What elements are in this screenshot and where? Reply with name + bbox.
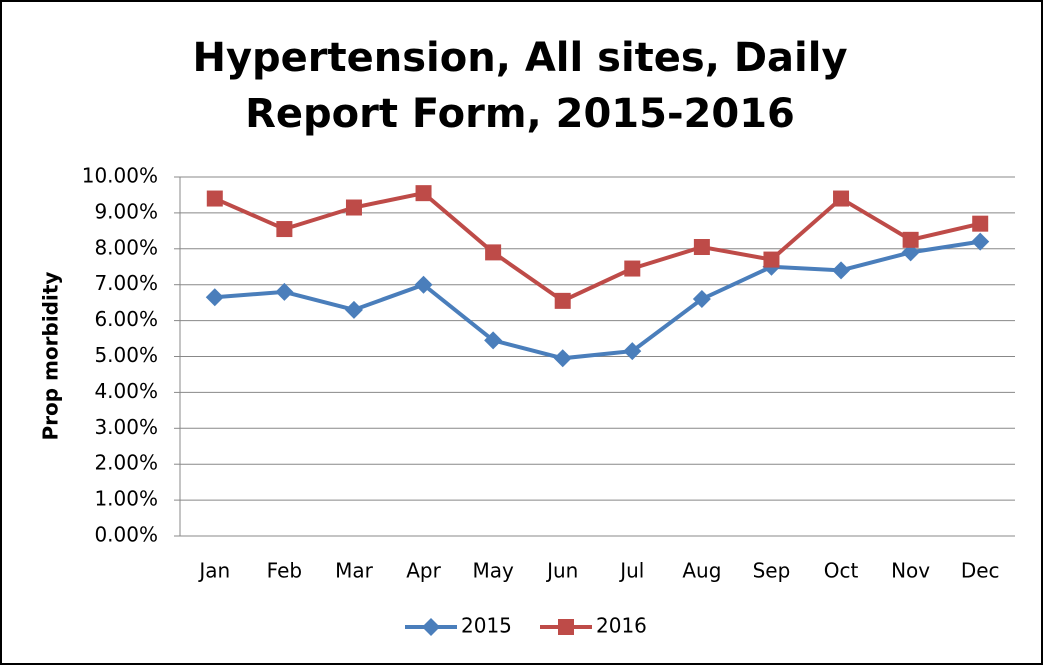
x-tick-label: Jul [618, 559, 644, 583]
legend-label: 2015 [461, 614, 512, 638]
data-point [624, 260, 641, 277]
data-point [205, 288, 224, 307]
y-tick-label: 1.00% [94, 487, 158, 511]
y-tick-label: 8.00% [94, 235, 158, 259]
data-point [554, 292, 571, 309]
series-line [214, 239, 981, 361]
x-tick-label: Apr [406, 559, 441, 583]
x-tick-label: Feb [267, 559, 302, 583]
y-axis-label: Prop morbidity [39, 272, 63, 441]
data-point [553, 349, 572, 368]
y-tick-label: 5.00% [94, 343, 158, 367]
legend-marker [422, 618, 440, 636]
data-point [832, 261, 851, 280]
x-tick-label: Jun [545, 559, 578, 583]
data-point [692, 290, 711, 309]
data-point [276, 221, 293, 238]
y-tick-label: 4.00% [94, 379, 158, 403]
data-point [833, 190, 850, 207]
series-line [213, 190, 981, 304]
y-tick-label: 7.00% [94, 271, 158, 295]
x-tick-label: Nov [891, 559, 930, 583]
x-tick-label: Dec [961, 559, 1000, 583]
legend-marker [558, 619, 574, 635]
data-point [414, 275, 433, 294]
y-tick-label: 10.00% [82, 164, 158, 188]
data-point [484, 331, 503, 350]
x-tick-label: Oct [824, 559, 859, 583]
y-tick-label: 3.00% [94, 415, 158, 439]
data-point [623, 342, 642, 361]
x-tick-label: May [472, 559, 514, 583]
data-point [275, 282, 294, 301]
data-point [344, 300, 363, 319]
y-tick-label: 2.00% [94, 451, 158, 475]
chart-title: Hypertension, All sites, Daily Report Fo… [192, 35, 848, 137]
data-point [901, 243, 920, 262]
data-point [693, 239, 710, 256]
data-point [485, 244, 502, 261]
x-tick-label: Sep [753, 559, 791, 583]
y-tick-label: 9.00% [94, 199, 158, 223]
x-tick-label: Jan [197, 559, 230, 583]
data-point [206, 190, 223, 207]
data-point [972, 215, 989, 232]
legend-label: 2016 [596, 614, 647, 638]
data-point [345, 199, 362, 216]
y-tick-label: 6.00% [94, 307, 158, 331]
data-point [971, 232, 990, 251]
data-point [763, 251, 780, 268]
x-tick-label: Aug [682, 559, 721, 583]
x-tick-label: Mar [335, 559, 374, 583]
y-tick-label: 0.00% [94, 523, 158, 547]
data-point [415, 185, 432, 202]
data-point [902, 231, 919, 248]
